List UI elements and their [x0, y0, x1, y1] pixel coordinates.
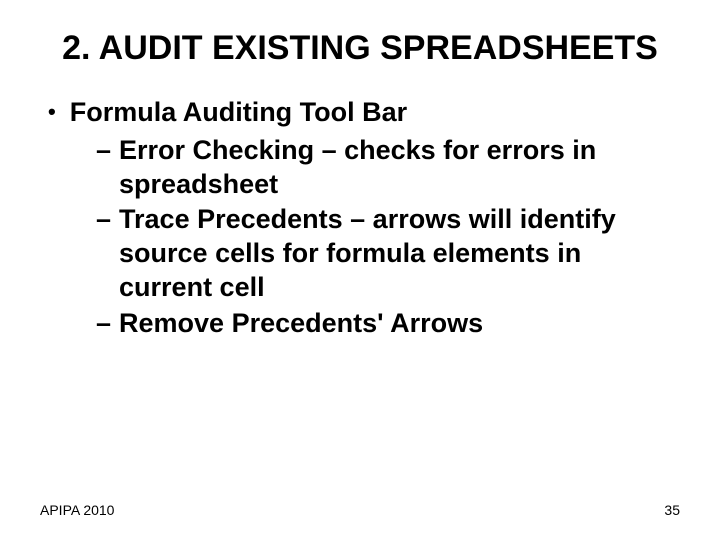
sub-bullet-list: – Error Checking – checks for errors in … [48, 134, 680, 341]
sub-item: – Trace Precedents – arrows will identif… [96, 203, 680, 304]
sub-item-text: Error Checking – checks for errors in sp… [119, 134, 680, 202]
main-bullet: • Formula Auditing Tool Bar [48, 97, 680, 128]
footer-page-number: 35 [664, 502, 680, 518]
sub-item: – Remove Precedents' Arrows [96, 307, 680, 341]
dash-icon: – [96, 307, 111, 341]
sub-item-text: Trace Precedents – arrows will identify … [119, 203, 680, 304]
sub-item-text: Remove Precedents' Arrows [119, 307, 680, 341]
bullet-dot-icon: • [48, 97, 56, 128]
slide-footer: APIPA 2010 35 [40, 502, 680, 518]
main-bullet-text: Formula Auditing Tool Bar [70, 97, 407, 128]
dash-icon: – [96, 134, 111, 168]
slide-content: • Formula Auditing Tool Bar – Error Chec… [40, 97, 680, 341]
slide-title: 2. AUDIT EXISTING SPREADSHEETS [40, 28, 680, 69]
dash-icon: – [96, 203, 111, 237]
footer-left: APIPA 2010 [40, 502, 114, 518]
sub-item: – Error Checking – checks for errors in … [96, 134, 680, 202]
